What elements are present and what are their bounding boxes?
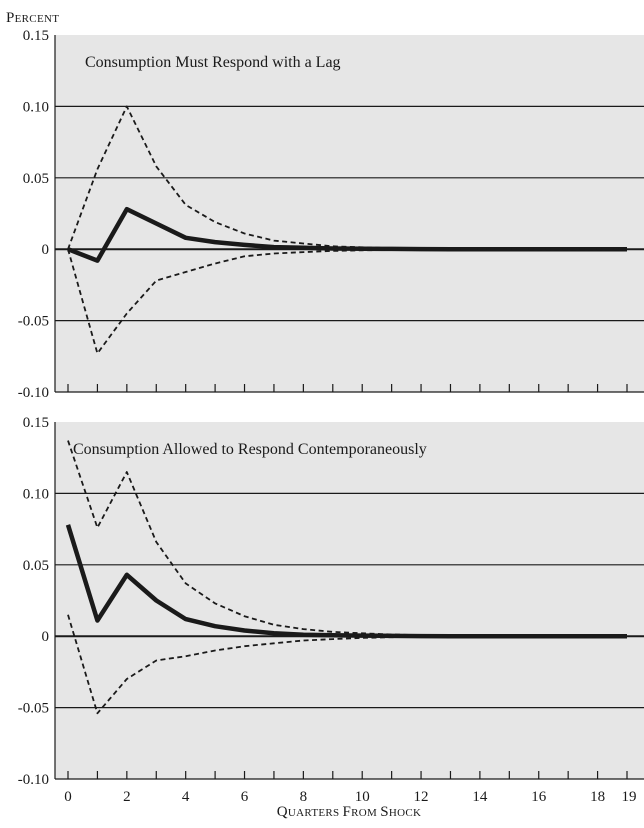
x-tick-label: 2 <box>123 789 131 805</box>
y-tick-label: 0 <box>42 242 50 258</box>
panel-background <box>55 35 644 392</box>
x-axis-label: QUARTERS FROM SHOCK <box>277 804 421 820</box>
panel-2: 0.15 0.10 0.05 0 -0.05 -0.10 0 2 4 6 8 10 12 14 16 18 19… <box>18 415 644 805</box>
y-tick-label: 0 <box>42 629 50 645</box>
x-tick-label: 0 <box>64 789 72 805</box>
x-tick-label: 10 <box>355 789 370 805</box>
lower-band-line <box>67 248 627 355</box>
x-tick-label: 16 <box>531 789 547 805</box>
panels: 0.15 0.10 0.05 0 -0.05 -0.10 Consumption Must … <box>18 28 644 805</box>
y-tick-label: -0.10 <box>18 385 49 401</box>
x-tick-label: 18 <box>590 789 605 805</box>
y-tick-label: -0.05 <box>18 314 49 330</box>
x-tick-label: 14 <box>472 789 488 805</box>
y-tick-label: 0.15 <box>23 415 49 431</box>
y-axis-label: PERCENT <box>6 10 59 26</box>
y-tick-label: 0.10 <box>23 99 49 115</box>
x-tick-label: 12 <box>414 789 429 805</box>
y-tick-label: 0.05 <box>23 171 49 187</box>
panel-title: Consumption Must Respond with a Lag <box>85 54 341 71</box>
point-estimate-line <box>67 206 627 263</box>
panel-1: 0.15 0.10 0.05 0 -0.05 -0.10 Consumption Must … <box>18 28 644 401</box>
y-tick-label: 0.05 <box>23 558 49 574</box>
figure-footer: QUARTERS FROM SHOCK <box>277 804 421 820</box>
panel-background <box>55 422 644 779</box>
x-tick-label: 19 <box>622 789 637 805</box>
x-tick-label: 6 <box>241 789 249 805</box>
x-tick-label: 8 <box>300 789 308 805</box>
figure-header: PERCENT <box>6 10 59 26</box>
y-tick-label: 0.15 <box>23 28 49 44</box>
y-tick-label: 0.10 <box>23 486 49 502</box>
panel-title: Consumption Allowed to Respond Contempor… <box>73 441 427 458</box>
lower-band-line <box>67 614 627 715</box>
y-tick-label: -0.05 <box>18 701 49 717</box>
y-tick-label: -0.10 <box>18 772 49 788</box>
x-tick-label: 4 <box>182 789 190 805</box>
upper-band-line <box>67 105 627 251</box>
